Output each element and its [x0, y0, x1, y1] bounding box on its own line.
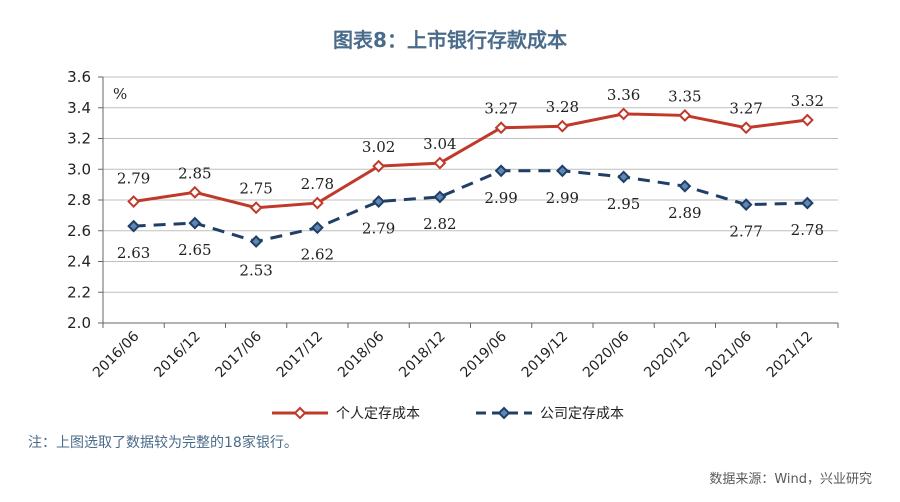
x-tick-label: 2020/12 [641, 329, 693, 381]
x-tick-label: 2019/06 [458, 328, 511, 381]
data-label-personal: 2.78 [301, 175, 334, 193]
x-tick-label: 2017/06 [213, 328, 266, 381]
x-tick-label: 2016/12 [151, 329, 203, 381]
data-label-corporate: 2.82 [423, 215, 456, 233]
data-label-corporate: 2.79 [362, 220, 395, 238]
data-label-corporate: 2.89 [668, 204, 701, 222]
y-tick-label: 2.8 [67, 191, 91, 209]
y-tick-label: 2.2 [67, 283, 91, 301]
legend-label: 个人定存成本 [336, 406, 420, 422]
marker-personal [433, 156, 447, 170]
data-label-personal: 2.79 [117, 170, 150, 188]
data-labels: 2.79 2.85 2.75 2.78 3.02 3.04 3.27 3.28 3.36 3.35… [117, 86, 824, 280]
marker-personal [739, 121, 753, 135]
series-line-personal [133, 112, 808, 210]
y-tick-label: 3.0 [67, 160, 91, 178]
marker-corporate [433, 190, 447, 204]
marker-corporate [127, 219, 141, 233]
marker-personal [800, 113, 814, 127]
marker-personal [249, 201, 263, 215]
marker-corporate [310, 221, 324, 235]
data-label-personal: 2.85 [178, 164, 211, 182]
data-label-personal: 3.32 [791, 92, 824, 110]
series-line-corporate [133, 169, 808, 244]
series-layer [127, 107, 814, 248]
marker-corporate [678, 179, 692, 193]
x-tick-label: 2019/12 [519, 329, 571, 381]
data-label-corporate: 2.77 [729, 223, 762, 241]
marker-corporate [555, 164, 569, 178]
chart-title: 图表8：上市银行存款成本 [333, 28, 567, 52]
chart-canvas: 2.0 2.2 2.4 2.6 2.8 3.0 3.2 3.4 3.6 2016/06 2016/1… [67, 68, 839, 422]
marker-corporate [494, 164, 508, 178]
data-label-personal: 3.36 [607, 86, 640, 104]
marker-corporate [739, 198, 753, 212]
x-tick-label: 2021/12 [764, 329, 816, 381]
marker-corporate [249, 235, 263, 248]
marker-personal [127, 195, 141, 208]
legend-marker [293, 406, 307, 420]
marker-corporate [800, 196, 814, 210]
x-tick-label: 2016/06 [90, 328, 143, 381]
x-tick-label: 2020/06 [580, 328, 633, 381]
data-label-personal: 2.75 [239, 180, 272, 198]
marker-personal [188, 185, 202, 199]
x-tick-label: 2018/06 [335, 328, 388, 381]
legend-marker [497, 406, 511, 420]
data-label-corporate: 2.63 [117, 244, 150, 262]
legend-label: 公司定存成本 [540, 406, 624, 422]
marker-corporate [617, 170, 631, 184]
x-tick-label: 2021/06 [703, 328, 756, 381]
data-label-corporate: 2.99 [546, 189, 579, 207]
data-label-personal: 3.35 [668, 87, 701, 105]
grid-lines [103, 76, 838, 324]
data-label-personal: 3.04 [423, 135, 456, 153]
marker-corporate [372, 195, 386, 208]
x-tick-label: 2017/12 [274, 329, 326, 381]
y-tick-label: 3.4 [67, 99, 91, 117]
data-label-personal: 3.02 [362, 138, 395, 156]
x-tick-label: 2018/12 [396, 329, 448, 381]
marker-personal [617, 107, 631, 121]
data-label-corporate: 2.65 [178, 241, 211, 259]
y-tick-label: 2.4 [67, 253, 91, 271]
y-tick-label: 3.2 [67, 130, 91, 148]
data-label-corporate: 2.95 [607, 195, 640, 213]
data-label-corporate: 2.99 [484, 189, 517, 207]
marker-corporate [188, 216, 202, 230]
y-tick-label: 3.6 [67, 68, 91, 86]
marker-personal [310, 196, 324, 210]
marker-personal [555, 119, 569, 133]
marker-personal [678, 109, 692, 122]
data-label-personal: 3.27 [484, 100, 517, 118]
data-label-personal: 3.27 [729, 100, 762, 118]
data-label-corporate: 2.78 [791, 221, 824, 239]
data-label-personal: 3.28 [546, 98, 579, 116]
legend: 个人定存成本 公司定存成本 [272, 406, 624, 422]
legend-personal: 个人定存成本 [272, 406, 420, 422]
footnote: 注：上图选取了数据较为完整的18家银行。 [28, 435, 298, 451]
y-tick-label: 2.6 [67, 222, 91, 240]
data-label-corporate: 2.62 [301, 246, 334, 264]
legend-corporate: 公司定存成本 [476, 406, 624, 422]
marker-personal [494, 121, 508, 135]
source-note: 数据来源：Wind，兴业研究 [709, 472, 872, 487]
y-tick-label: 2.0 [67, 314, 91, 332]
unit-label: % [113, 85, 127, 103]
data-label-corporate: 2.53 [239, 262, 272, 280]
marker-personal [372, 159, 386, 173]
